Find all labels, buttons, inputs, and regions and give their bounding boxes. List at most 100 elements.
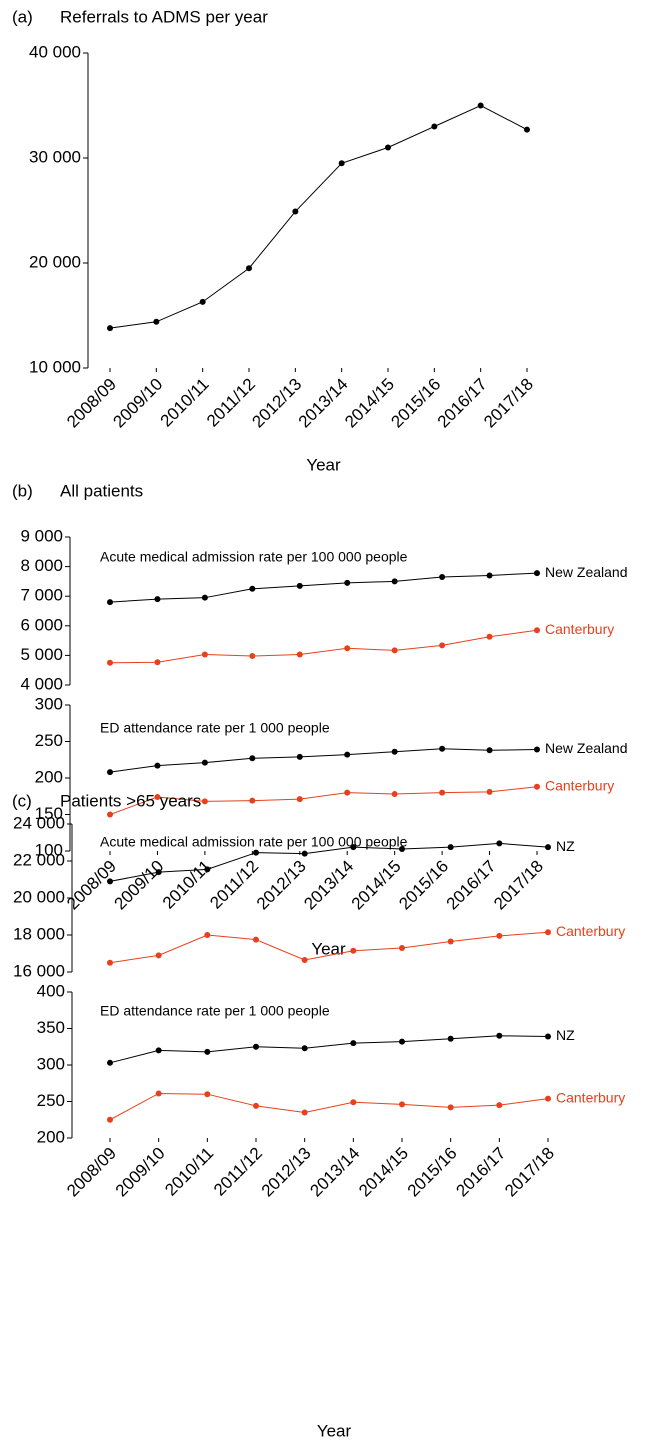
- x-tick-label: 2010/11: [161, 1144, 217, 1200]
- data-point: [155, 869, 162, 876]
- x-tick-label: 2014/15: [341, 375, 398, 432]
- x-tick-label: 2017/18: [480, 375, 537, 432]
- data-point: [534, 570, 540, 577]
- data-point: [253, 936, 259, 943]
- data-point: [399, 1038, 405, 1045]
- data-point: [155, 1090, 162, 1097]
- data-point: [107, 1116, 113, 1123]
- y-tick-label: 20 000: [13, 887, 65, 906]
- data-point: [391, 578, 398, 585]
- data-point: [350, 844, 357, 851]
- y-tick-label: 100: [35, 840, 63, 859]
- x-tick-label: 2008/09: [63, 1144, 120, 1201]
- data-point: [201, 759, 208, 766]
- data-point: [344, 789, 351, 796]
- y-tick-label: 400: [37, 981, 65, 1000]
- data-point: [344, 645, 351, 652]
- data-point: [477, 102, 484, 109]
- chart-subtitle: Acute medical admission rate per 100 000…: [100, 834, 408, 850]
- data-point: [350, 1040, 357, 1047]
- data-point: [447, 938, 454, 945]
- data-point: [107, 959, 113, 966]
- panel-label: (b): [12, 481, 33, 500]
- data-point: [391, 748, 398, 755]
- y-tick-label: 4 000: [20, 674, 63, 693]
- x-tick-label: 2011/12: [203, 375, 259, 431]
- data-point: [201, 594, 208, 601]
- data-point: [296, 753, 303, 760]
- data-point: [439, 642, 446, 649]
- data-point: [253, 1102, 259, 1109]
- data-point: [253, 849, 259, 856]
- data-point: [204, 866, 211, 873]
- data-point: [107, 659, 113, 666]
- y-tick-label: 22 000: [13, 850, 65, 869]
- series-line: [109, 931, 549, 964]
- data-point: [350, 1099, 357, 1106]
- panel-title: All patients: [60, 481, 143, 500]
- data-point: [431, 123, 438, 130]
- panel-title: Referrals to ADMS per year: [60, 7, 268, 26]
- x-tick-label: 2012/13: [248, 375, 305, 432]
- chart-subtitle: ED attendance rate per 1 000 people: [100, 1003, 330, 1019]
- y-tick-label: 300: [37, 1054, 65, 1073]
- x-tick-label: 2015/16: [395, 857, 452, 914]
- x-tick-label: 2012/13: [258, 1144, 315, 1201]
- y-tick-label: 5 000: [20, 645, 63, 664]
- series-line: [109, 842, 549, 882]
- series-line: [109, 1092, 549, 1121]
- data-point: [155, 1047, 162, 1054]
- data-point: [296, 796, 303, 803]
- data-point: [534, 746, 540, 753]
- data-point: [447, 1035, 454, 1042]
- data-point: [201, 798, 208, 805]
- x-tick-label: 2017/18: [490, 857, 547, 914]
- x-tick-label: 2015/16: [387, 375, 444, 432]
- data-point: [153, 318, 160, 325]
- data-point: [201, 651, 208, 658]
- series-line: [109, 104, 528, 329]
- y-tick-label: 8 000: [20, 556, 63, 575]
- data-point: [154, 659, 161, 666]
- series-line: [109, 1035, 549, 1064]
- y-tick-label: 16 000: [13, 961, 65, 980]
- x-tick-label: 2016/17: [452, 1144, 509, 1201]
- series-label: Canterbury: [545, 621, 614, 637]
- data-point: [439, 573, 446, 580]
- x-tick-label: 2010/11: [159, 857, 215, 913]
- x-tick-label: 2011/12: [206, 857, 262, 913]
- series-label: New Zealand: [545, 564, 628, 580]
- data-point: [301, 850, 308, 857]
- data-point: [107, 1059, 113, 1066]
- x-axis-label: Year: [306, 455, 341, 474]
- data-point: [486, 788, 493, 795]
- y-tick-label: 9 000: [20, 526, 63, 545]
- data-point: [534, 783, 540, 790]
- x-tick-label: 2014/15: [355, 1144, 412, 1201]
- series-label: New Zealand: [545, 740, 628, 756]
- data-point: [545, 844, 551, 851]
- data-point: [486, 747, 493, 754]
- data-point: [439, 789, 446, 796]
- series-line: [109, 572, 538, 603]
- data-point: [344, 579, 351, 586]
- data-point: [301, 1109, 308, 1116]
- series-label: NZ: [556, 838, 575, 854]
- data-point: [249, 755, 256, 762]
- data-point: [253, 1043, 259, 1050]
- data-point: [154, 596, 161, 603]
- data-point: [246, 265, 252, 272]
- x-axis-label: Year: [317, 1421, 352, 1440]
- data-point: [107, 878, 113, 885]
- data-point: [344, 751, 351, 758]
- x-tick-label: 2017/18: [501, 1144, 558, 1201]
- data-point: [399, 944, 405, 951]
- data-point: [199, 298, 206, 305]
- data-point: [154, 793, 161, 800]
- y-tick-label: 7 000: [20, 586, 63, 605]
- data-point: [545, 929, 551, 936]
- data-point: [486, 633, 493, 640]
- data-point: [496, 1102, 503, 1109]
- y-tick-label: 250: [35, 731, 63, 750]
- data-point: [496, 1032, 503, 1039]
